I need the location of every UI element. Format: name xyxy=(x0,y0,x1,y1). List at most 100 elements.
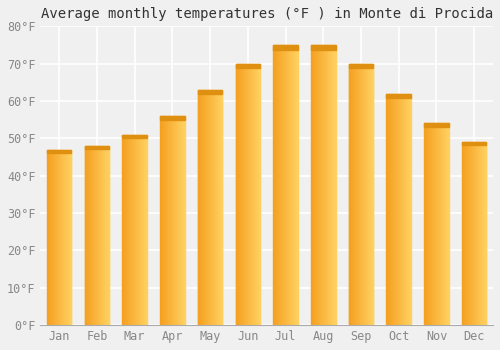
Bar xyxy=(410,93,411,325)
Bar xyxy=(252,64,254,325)
Bar xyxy=(95,146,96,325)
Bar xyxy=(257,64,258,325)
Bar xyxy=(103,146,104,325)
Bar xyxy=(483,142,484,325)
Bar xyxy=(324,45,325,325)
Bar xyxy=(389,93,390,325)
Bar xyxy=(353,64,354,325)
Bar xyxy=(296,45,297,325)
Bar xyxy=(174,116,175,325)
Bar xyxy=(204,90,205,325)
Bar xyxy=(404,93,405,325)
Bar xyxy=(462,142,463,325)
Bar xyxy=(371,64,372,325)
Bar xyxy=(214,90,215,325)
Bar xyxy=(277,45,278,325)
Bar xyxy=(242,64,243,325)
Bar xyxy=(247,64,248,325)
Bar xyxy=(364,64,366,325)
Bar xyxy=(69,149,70,325)
Bar xyxy=(243,64,244,325)
Bar xyxy=(216,90,217,325)
Bar xyxy=(480,142,481,325)
Bar xyxy=(372,64,374,325)
Bar xyxy=(467,142,468,325)
Bar xyxy=(409,93,410,325)
Bar xyxy=(311,45,312,325)
Bar xyxy=(168,116,170,325)
Bar xyxy=(431,124,432,325)
Bar xyxy=(362,64,363,325)
Bar xyxy=(472,142,473,325)
Bar xyxy=(47,149,48,325)
Bar xyxy=(217,90,218,325)
Bar xyxy=(394,93,395,325)
Bar xyxy=(130,135,131,325)
Bar xyxy=(160,116,162,325)
Bar xyxy=(175,116,176,325)
Bar xyxy=(142,135,143,325)
Bar xyxy=(294,45,296,325)
Bar xyxy=(274,45,298,50)
Bar xyxy=(137,135,138,325)
Bar xyxy=(256,64,257,325)
Bar xyxy=(437,124,438,325)
Bar xyxy=(101,146,102,325)
Bar xyxy=(368,64,369,325)
Bar xyxy=(361,64,362,325)
Bar xyxy=(105,146,106,325)
Bar xyxy=(329,45,330,325)
Bar xyxy=(320,45,321,325)
Bar xyxy=(84,146,109,149)
Bar xyxy=(126,135,128,325)
Bar xyxy=(51,149,52,325)
Bar xyxy=(388,93,389,325)
Bar xyxy=(425,124,426,325)
Bar xyxy=(434,124,435,325)
Bar xyxy=(292,45,293,325)
Bar xyxy=(408,93,409,325)
Bar xyxy=(478,142,479,325)
Bar xyxy=(183,116,184,325)
Bar xyxy=(259,64,260,325)
Bar xyxy=(221,90,222,325)
Bar xyxy=(249,64,250,325)
Bar xyxy=(202,90,203,325)
Bar xyxy=(48,149,50,325)
Bar xyxy=(325,45,326,325)
Bar xyxy=(180,116,181,325)
Bar xyxy=(178,116,179,325)
Bar xyxy=(438,124,439,325)
Bar xyxy=(348,64,350,325)
Bar xyxy=(312,45,313,325)
Bar xyxy=(479,142,480,325)
Bar xyxy=(201,90,202,325)
Bar xyxy=(145,135,146,325)
Bar xyxy=(251,64,252,325)
Bar xyxy=(123,135,124,325)
Bar xyxy=(276,45,277,325)
Bar xyxy=(90,146,91,325)
Bar xyxy=(167,116,168,325)
Bar xyxy=(163,116,164,325)
Bar xyxy=(330,45,331,325)
Bar xyxy=(395,93,396,325)
Title: Average monthly temperatures (°F ) in Monte di Procida: Average monthly temperatures (°F ) in Mo… xyxy=(40,7,493,21)
Bar xyxy=(60,149,61,325)
Bar xyxy=(140,135,141,325)
Bar xyxy=(436,124,437,325)
Bar xyxy=(367,64,368,325)
Bar xyxy=(464,142,465,325)
Bar xyxy=(144,135,145,325)
Bar xyxy=(146,135,147,325)
Bar xyxy=(200,90,201,325)
Bar xyxy=(71,149,72,325)
Bar xyxy=(237,64,238,325)
Bar xyxy=(351,64,352,325)
Bar xyxy=(279,45,280,325)
Bar xyxy=(138,135,139,325)
Bar xyxy=(213,90,214,325)
Bar xyxy=(164,116,165,325)
Bar xyxy=(335,45,336,325)
Bar xyxy=(387,93,388,325)
